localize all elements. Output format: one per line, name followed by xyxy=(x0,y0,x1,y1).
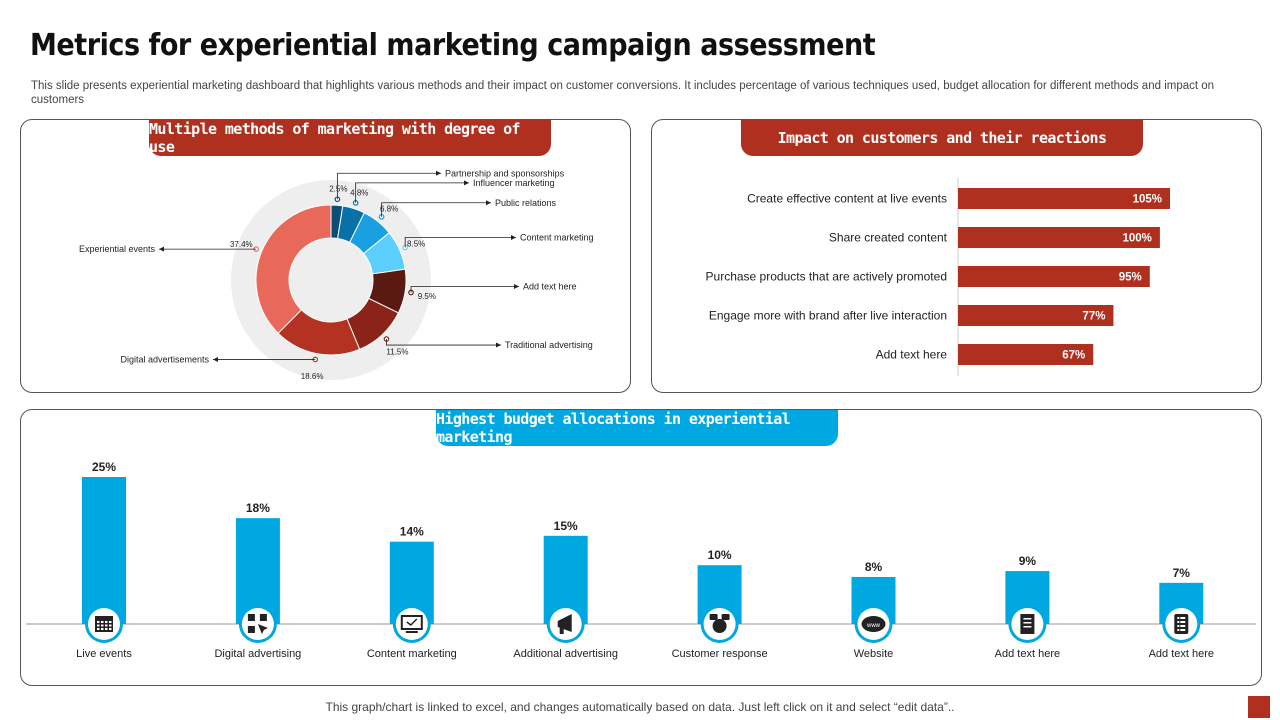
impact-panel-tab: Impact on customers and their reactions xyxy=(741,120,1143,156)
leader-line xyxy=(410,286,519,293)
budget-bar-category: Additional advertising xyxy=(513,648,618,660)
slice-name-label: Digital advertisements xyxy=(120,354,209,364)
impact-bar-chart: 105% Create effective content at live eve… xyxy=(706,178,1170,376)
budget-bar-value: 8% xyxy=(865,560,883,574)
slice-name-label: Content marketing xyxy=(520,232,594,242)
calendar-icon xyxy=(95,616,113,632)
slice-name-label: Experiential events xyxy=(79,244,156,254)
chat-icon xyxy=(709,614,730,633)
impact-bar-value: 105% xyxy=(1133,194,1162,206)
budget-bar-value: 7% xyxy=(1173,566,1191,580)
leader-arrow xyxy=(159,246,164,252)
budget-bar-category: Website xyxy=(854,648,894,660)
svg-text:www: www xyxy=(866,623,881,629)
slice-value-label: 11.5% xyxy=(386,348,408,357)
budget-bar-value: 10% xyxy=(708,548,732,562)
document-icon xyxy=(1020,614,1035,634)
impact-bar xyxy=(958,344,1094,365)
budget-panel: Highest budget allocations in experienti… xyxy=(20,409,1262,686)
impact-bar xyxy=(958,227,1160,248)
leader-arrow xyxy=(213,356,218,362)
impact-bar-category: Share created content xyxy=(829,231,948,245)
slice-value-label: 9.5% xyxy=(418,292,436,301)
leader-line xyxy=(336,172,441,200)
leader-line xyxy=(355,182,469,203)
footer-note: This graph/chart is linked to excel, and… xyxy=(325,700,955,714)
budget-bar-value: 18% xyxy=(246,501,270,515)
slice-value-label: 37.4% xyxy=(230,240,253,249)
budget-bar-value: 9% xyxy=(1019,554,1037,568)
budget-bar-category: Add text here xyxy=(995,648,1060,660)
impact-bar-value: 67% xyxy=(1062,350,1085,362)
methods-panel-tab: Multiple methods of marketing with degre… xyxy=(149,120,551,156)
slice-name-label: Public relations xyxy=(495,198,557,208)
leader-arrow xyxy=(511,234,516,240)
slice-name-label: Traditional advertising xyxy=(505,340,593,350)
leader-arrow xyxy=(436,170,441,176)
budget-bar-value: 14% xyxy=(400,525,424,539)
page-title: Metrics for experiential marketing campa… xyxy=(30,28,876,63)
slice-name-label: Add text here xyxy=(523,281,577,291)
impact-bar xyxy=(958,266,1150,287)
impact-bar-category: Purchase products that are actively prom… xyxy=(706,270,947,284)
slice-name-label: Partnership and sponsorships xyxy=(445,168,565,178)
leader-arrow xyxy=(464,180,469,186)
donut-slice xyxy=(255,204,332,334)
impact-bar-value: 77% xyxy=(1082,311,1105,323)
digital-ad-icon xyxy=(247,614,268,634)
impact-bar-value: 95% xyxy=(1119,272,1142,284)
impact-bar-category: Create effective content at live events xyxy=(747,192,947,206)
slice-value-label: 4.8% xyxy=(350,188,368,197)
leader-line xyxy=(386,339,501,346)
leader-line xyxy=(404,237,516,248)
methods-panel: Multiple methods of marketing with degre… xyxy=(20,119,631,393)
slice-value-label: 8.5% xyxy=(407,240,425,249)
impact-bar-category: Engage more with brand after live intera… xyxy=(709,309,947,323)
impact-bar xyxy=(958,188,1170,209)
leader-arrow xyxy=(514,283,519,289)
megaphone-icon xyxy=(557,614,572,634)
budget-bar-category: Customer response xyxy=(672,648,768,660)
budget-bar-category: Digital advertising xyxy=(214,648,301,660)
budget-bar-category: Live events xyxy=(76,648,132,660)
impact-bar-value: 100% xyxy=(1122,233,1151,245)
leader-arrow xyxy=(496,342,501,348)
budget-bar xyxy=(82,477,126,624)
budget-panel-tab: Highest budget allocations in experienti… xyxy=(436,410,838,446)
slice-value-label: 2.5% xyxy=(329,184,347,193)
impact-bar-category: Add text here xyxy=(876,348,948,362)
impact-panel: Impact on customers and their reactions … xyxy=(651,119,1262,393)
slice-value-label: 18.6% xyxy=(301,372,324,381)
impact-bar xyxy=(958,305,1114,326)
budget-bar-value: 15% xyxy=(554,519,578,533)
donut-chart: 2.5% Partnership and sponsorships 4.8% Infl… xyxy=(79,168,594,381)
budget-bar-category: Content marketing xyxy=(367,648,457,660)
page-subtitle: This slide presents experiential marketi… xyxy=(31,80,1215,106)
monitor-icon xyxy=(400,615,423,633)
budget-bar-category: Add text here xyxy=(1149,648,1214,660)
leader-arrow xyxy=(486,200,491,206)
www-cloud-icon: www xyxy=(861,616,886,632)
corner-accent xyxy=(1248,696,1270,718)
budget-bar-value: 25% xyxy=(92,460,116,474)
budget-bar-chart: 25% Live events 18% Digital advertising 14% C… xyxy=(26,460,1256,660)
slice-value-label: 6.8% xyxy=(380,204,398,213)
list-icon xyxy=(1174,614,1189,634)
leader-line xyxy=(381,202,491,217)
slice-name-label: Influencer marketing xyxy=(473,178,555,188)
